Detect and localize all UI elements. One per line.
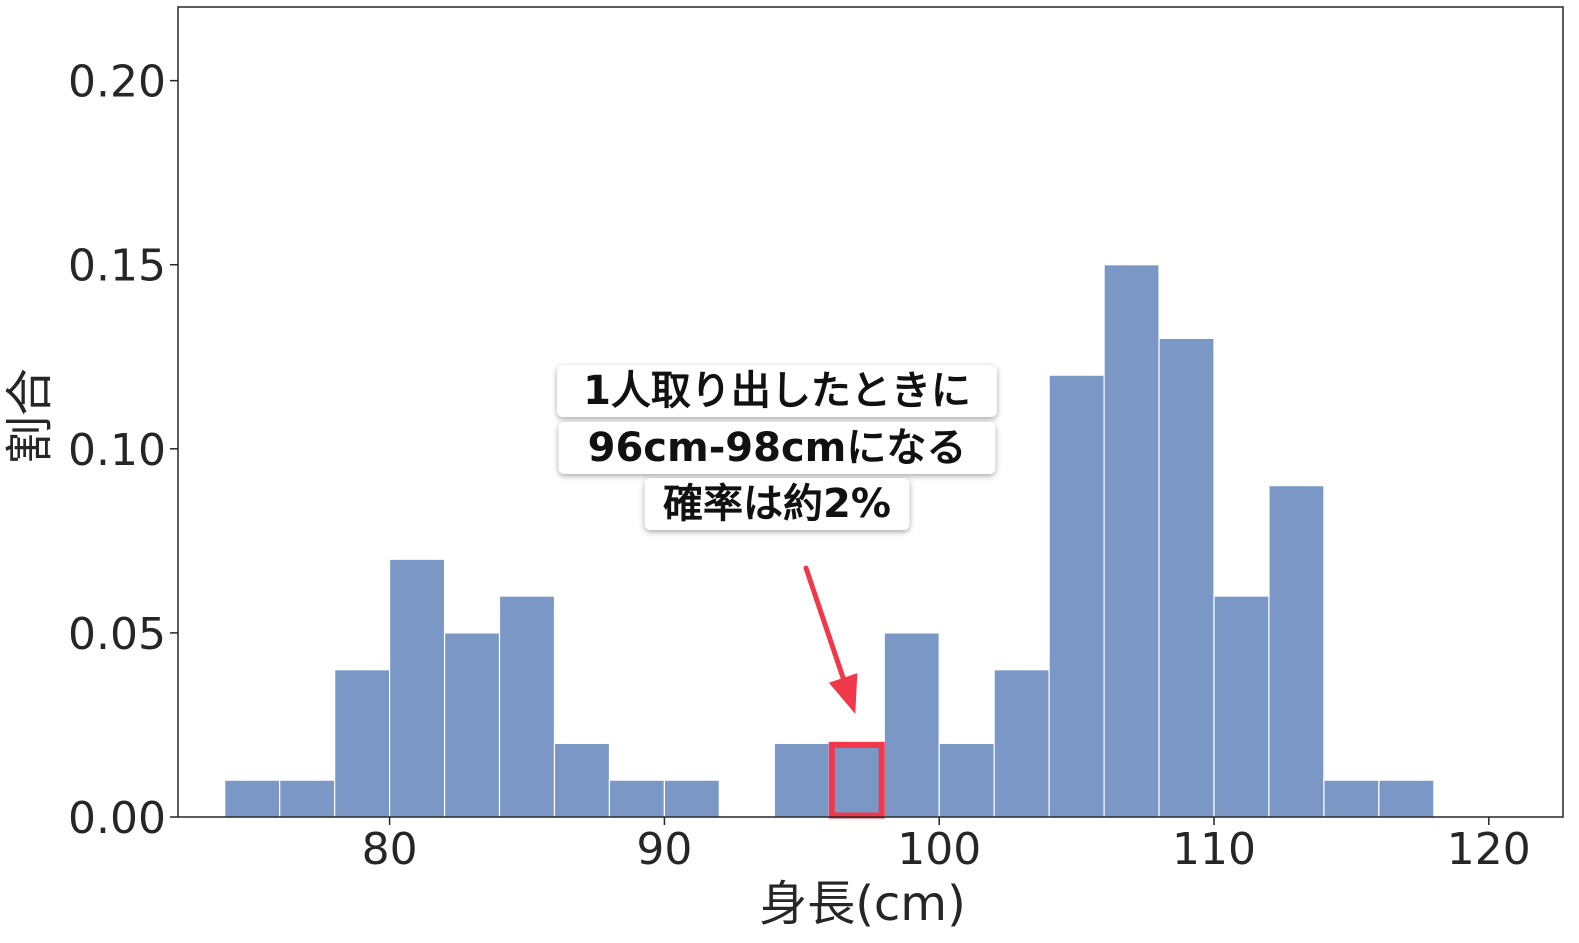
histogram-bar-108-110	[1158, 337, 1215, 818]
annotation-box	[557, 365, 997, 417]
annotation-line: 確率は約2%	[663, 481, 891, 527]
histogram-bar-112-114	[1268, 485, 1325, 818]
histogram-bar-86-88	[553, 742, 611, 818]
histogram-bar-78-80	[334, 669, 391, 818]
highlight-bin-box	[828, 741, 885, 819]
histogram-bar-100-102	[938, 742, 995, 818]
y-tick-label: 0.05	[68, 609, 166, 660]
bars	[224, 264, 1435, 818]
highlight-layer	[828, 741, 885, 819]
histogram-bar-104-106	[1048, 374, 1105, 818]
histogram-bar-82-84	[443, 632, 501, 818]
y-tick-label: 0.20	[68, 57, 166, 108]
histogram-bar-84-86	[498, 595, 556, 818]
x-tick-label: 80	[362, 824, 418, 875]
annotation-box	[644, 478, 910, 530]
y-axis-label: 割合	[2, 368, 58, 464]
histogram-bar-88-90	[608, 779, 665, 818]
x-tick-label: 100	[897, 824, 981, 875]
x-tick-label: 90	[636, 824, 692, 875]
histogram-bar-98-100	[883, 632, 940, 818]
histogram-bar-94-96	[773, 742, 830, 818]
histogram-bar-114-116	[1323, 779, 1380, 818]
y-tick-label: 0.00	[68, 793, 166, 844]
x-axis-ticks: 80 90 100 110 120	[362, 817, 1531, 875]
histogram-bar-106-108	[1103, 264, 1160, 818]
y-axis-ticks: 0.00 0.05 0.10 0.15 0.20	[68, 57, 178, 844]
annotation-line: 1人取り出したときに	[583, 368, 971, 414]
annotation-line: 96cm-98cmになる	[588, 425, 967, 471]
annotation-arrow-shaft	[803, 565, 846, 681]
histogram-bar-74-76	[224, 779, 281, 818]
y-tick-label: 0.10	[68, 425, 166, 476]
y-tick-label: 0.15	[68, 241, 166, 292]
histogram-bar-110-112	[1213, 595, 1270, 818]
plot-frame	[177, 6, 1564, 818]
histogram-bar-76-78	[279, 779, 336, 818]
histogram-bar-90-92	[663, 779, 720, 818]
histogram-bar-102-104	[993, 669, 1050, 818]
x-tick-label: 110	[1172, 824, 1256, 875]
x-axis-label: 身長(cm)	[759, 876, 966, 932]
annotation-arrow-head	[828, 673, 858, 714]
annotation-box	[558, 422, 996, 474]
histogram-bar-116-118	[1378, 779, 1435, 818]
histogram-bar-80-82	[388, 558, 446, 818]
x-tick-label: 120	[1447, 824, 1531, 875]
histogram-bar-96-98	[828, 742, 885, 818]
